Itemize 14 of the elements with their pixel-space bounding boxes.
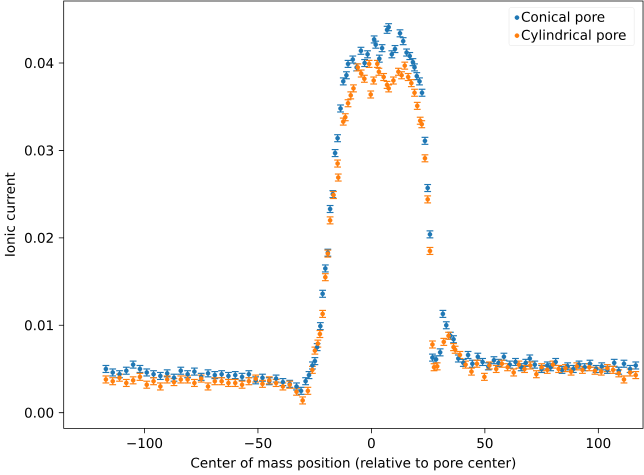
y-tick-label: 0.02 bbox=[25, 232, 53, 244]
y-tick-label: 0.00 bbox=[25, 408, 54, 418]
y-tick-label: 0.03 bbox=[25, 145, 54, 156]
legend-label: Conical pore bbox=[522, 12, 604, 25]
x-tick-label: −100 bbox=[127, 438, 162, 448]
y-axis-title: Ionic current bbox=[4, 172, 15, 256]
legend-label: Cylindrical pore bbox=[522, 30, 626, 43]
x-tick-label: −50 bbox=[245, 438, 272, 448]
y-tick-label: 0.01 bbox=[25, 320, 53, 330]
x-tick-label: 0 bbox=[368, 438, 375, 448]
x-tick-label: 50 bbox=[477, 438, 493, 448]
x-tick-label: 100 bbox=[586, 438, 610, 448]
y-tick-label: 0.04 bbox=[25, 58, 54, 68]
x-axis-title: Center of mass position (relative to pore center) bbox=[191, 457, 516, 470]
